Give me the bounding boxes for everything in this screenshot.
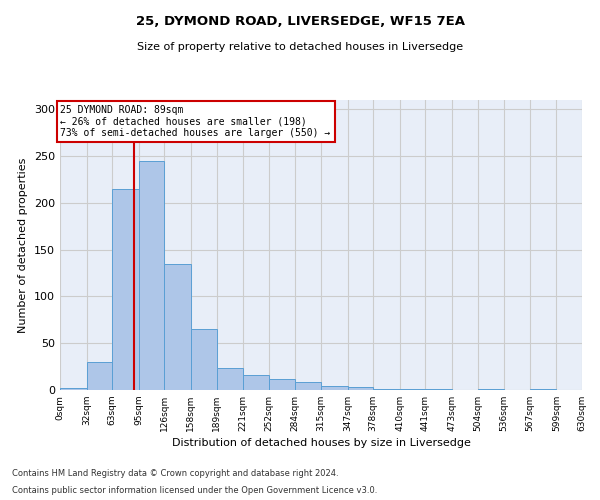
Bar (400, 389, 425, 390)
Text: 25, DYMOND ROAD, LIVERSEDGE, WF15 7EA: 25, DYMOND ROAD, LIVERSEDGE, WF15 7EA (136, 15, 464, 28)
Text: 25 DYMOND ROAD: 89sqm
← 26% of detached houses are smaller (198)
73% of semi-det: 25 DYMOND ROAD: 89sqm ← 26% of detached … (61, 104, 331, 138)
Text: Size of property relative to detached houses in Liversedge: Size of property relative to detached ho… (137, 42, 463, 52)
Bar (425, 389, 452, 390)
Bar (86, 362, 112, 390)
Bar (373, 389, 400, 390)
Y-axis label: Number of detached properties: Number of detached properties (19, 158, 28, 332)
Bar (243, 375, 269, 390)
Text: Contains public sector information licensed under the Open Government Licence v3: Contains public sector information licen… (12, 486, 377, 495)
Bar (191, 329, 217, 390)
Bar (321, 386, 347, 390)
Bar (295, 382, 321, 390)
Bar (347, 387, 373, 390)
Bar (269, 379, 295, 390)
Bar (164, 264, 191, 390)
Text: Contains HM Land Registry data © Crown copyright and database right 2024.: Contains HM Land Registry data © Crown c… (12, 468, 338, 477)
Bar (530, 389, 556, 390)
Bar (60, 388, 86, 390)
Text: Distribution of detached houses by size in Liversedge: Distribution of detached houses by size … (172, 438, 470, 448)
Bar (217, 368, 243, 390)
Bar (112, 189, 139, 390)
Bar (478, 389, 504, 390)
Bar (139, 161, 164, 390)
